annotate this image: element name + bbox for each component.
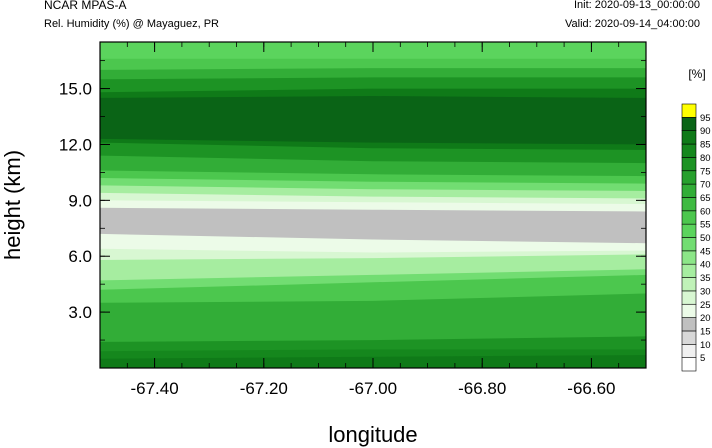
colorbar-label: 20 bbox=[700, 313, 711, 324]
colorbar-swatch bbox=[681, 330, 697, 345]
colorbar-label: 85 bbox=[700, 140, 711, 151]
colorbar-swatch bbox=[681, 357, 697, 372]
colorbar-label: 90 bbox=[700, 126, 711, 137]
colorbar-label: 30 bbox=[700, 286, 711, 297]
y-tick-label: 3.0 bbox=[68, 303, 92, 322]
colorbar-swatch bbox=[681, 103, 697, 118]
colorbar-swatch bbox=[681, 170, 697, 185]
colorbar-swatch bbox=[681, 223, 697, 238]
colorbar-swatch bbox=[681, 263, 697, 278]
colorbar-label: 10 bbox=[700, 340, 711, 351]
colorbar-swatch bbox=[681, 197, 697, 212]
colorbar: 5 10 15 20 25 30 35 40 45 50 55 60 65 70 75 80 85 90 95 bbox=[681, 103, 711, 372]
y-axis: 3.0 6.0 9.0 12.0 15.0 bbox=[59, 60, 646, 369]
colorbar-swatch bbox=[681, 250, 697, 265]
colorbar-swatch bbox=[681, 303, 697, 318]
colorbar-swatch bbox=[681, 290, 697, 305]
x-axis-label: longitude bbox=[328, 422, 417, 447]
colorbar-label: 5 bbox=[700, 353, 705, 364]
colorbar-label: 60 bbox=[700, 206, 711, 217]
colorbar-label: 80 bbox=[700, 153, 711, 164]
colorbar-label: 70 bbox=[700, 180, 711, 191]
y-tick-label: 12.0 bbox=[59, 135, 92, 154]
colorbar-swatch bbox=[681, 157, 697, 172]
colorbar-swatch bbox=[681, 117, 697, 131]
colorbar-label: 75 bbox=[700, 166, 711, 177]
colorbar-label: 25 bbox=[700, 300, 711, 311]
x-tick-label: -67.40 bbox=[130, 379, 178, 398]
contour-layers bbox=[100, 42, 646, 368]
colorbar-label: 15 bbox=[700, 326, 711, 337]
colorbar-swatch bbox=[681, 210, 697, 225]
variable-subtitle: Rel. Humidity (%) @ Mayaguez, PR bbox=[44, 18, 219, 30]
x-tick-label: -66.60 bbox=[567, 379, 615, 398]
x-tick-label: -67.00 bbox=[349, 379, 397, 398]
valid-time: Valid: 2020-09-14_04:00:00 bbox=[565, 18, 700, 30]
colorbar-label: 50 bbox=[700, 233, 711, 244]
init-time: Init: 2020-09-13_00:00:00 bbox=[574, 0, 700, 11]
colorbar-label: 55 bbox=[700, 220, 711, 231]
colorbar-swatch bbox=[681, 143, 697, 158]
colorbar-label: 45 bbox=[700, 246, 711, 257]
y-tick-label: 6.0 bbox=[68, 247, 92, 266]
y-tick-label: 15.0 bbox=[59, 80, 92, 99]
y-tick-label: 9.0 bbox=[68, 191, 92, 210]
colorbar-swatch bbox=[681, 130, 697, 145]
colorbar-label: 35 bbox=[700, 273, 711, 284]
x-axis: -67.40 -67.20 -67.00 -66.80 -66.60 bbox=[99, 42, 647, 398]
colorbar-swatch bbox=[681, 317, 697, 332]
colorbar-label: 65 bbox=[700, 193, 711, 204]
colorbar-label: 40 bbox=[700, 260, 711, 271]
colorbar-title: [%] bbox=[688, 67, 705, 81]
model-title: NCAR MPAS-A bbox=[44, 0, 127, 12]
colorbar-label: 95 bbox=[700, 113, 711, 124]
y-axis-label: height (km) bbox=[0, 150, 25, 260]
x-tick-label: -66.80 bbox=[458, 379, 506, 398]
colorbar-swatch bbox=[681, 343, 697, 358]
colorbar-swatch bbox=[681, 237, 697, 252]
x-tick-label: -67.20 bbox=[240, 379, 288, 398]
colorbar-swatch bbox=[681, 277, 697, 292]
colorbar-swatch bbox=[681, 183, 697, 198]
